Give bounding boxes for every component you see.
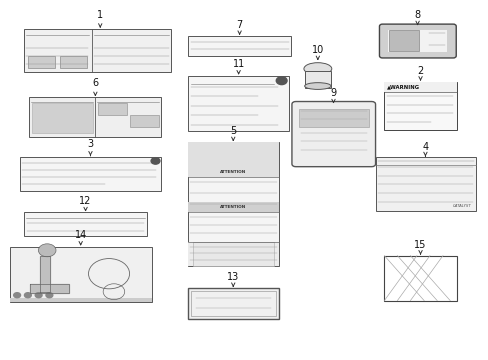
FancyBboxPatch shape (188, 142, 278, 177)
FancyBboxPatch shape (32, 103, 93, 133)
FancyBboxPatch shape (304, 71, 330, 88)
Text: 2: 2 (417, 66, 423, 76)
FancyBboxPatch shape (379, 24, 455, 58)
Text: ▲WARNING: ▲WARNING (386, 84, 420, 89)
Polygon shape (40, 256, 50, 292)
FancyBboxPatch shape (388, 30, 418, 51)
Ellipse shape (303, 63, 331, 75)
FancyBboxPatch shape (24, 29, 171, 72)
Text: 9: 9 (330, 88, 336, 98)
FancyBboxPatch shape (24, 212, 146, 236)
FancyBboxPatch shape (130, 115, 159, 127)
FancyBboxPatch shape (188, 288, 278, 319)
Text: 6: 6 (92, 78, 98, 88)
FancyBboxPatch shape (188, 36, 290, 56)
FancyBboxPatch shape (188, 76, 288, 131)
FancyBboxPatch shape (98, 103, 127, 115)
Circle shape (276, 77, 286, 85)
Text: ATTENTION: ATTENTION (220, 170, 246, 174)
FancyBboxPatch shape (291, 102, 375, 167)
Text: 7: 7 (236, 19, 242, 30)
Text: 1: 1 (97, 10, 103, 20)
FancyBboxPatch shape (375, 157, 475, 211)
Text: 8: 8 (414, 10, 420, 20)
FancyBboxPatch shape (384, 82, 456, 130)
Text: 15: 15 (413, 240, 426, 250)
Text: 11: 11 (232, 59, 244, 69)
FancyBboxPatch shape (10, 298, 151, 302)
FancyBboxPatch shape (384, 82, 456, 93)
FancyBboxPatch shape (20, 157, 161, 191)
Text: 12: 12 (79, 196, 92, 206)
Circle shape (14, 293, 20, 298)
Text: 14: 14 (74, 230, 87, 240)
Circle shape (38, 244, 56, 257)
FancyBboxPatch shape (60, 56, 87, 68)
Circle shape (24, 293, 31, 298)
Text: CATALYST: CATALYST (452, 204, 471, 208)
Text: 13: 13 (226, 272, 239, 282)
Text: ATTENTION: ATTENTION (220, 205, 246, 209)
FancyBboxPatch shape (29, 97, 161, 137)
Ellipse shape (304, 83, 330, 89)
FancyBboxPatch shape (298, 109, 368, 127)
FancyBboxPatch shape (193, 242, 273, 266)
FancyBboxPatch shape (188, 202, 278, 212)
Polygon shape (30, 284, 69, 293)
Text: 3: 3 (87, 139, 93, 149)
Circle shape (35, 293, 42, 298)
Text: 10: 10 (311, 45, 324, 55)
FancyBboxPatch shape (188, 242, 278, 266)
FancyBboxPatch shape (387, 30, 447, 52)
FancyBboxPatch shape (28, 56, 55, 68)
Text: 4: 4 (422, 142, 427, 152)
Circle shape (46, 293, 53, 298)
Circle shape (151, 158, 160, 164)
FancyBboxPatch shape (384, 256, 456, 301)
FancyBboxPatch shape (188, 142, 278, 266)
Text: 5: 5 (230, 126, 236, 136)
FancyBboxPatch shape (10, 247, 151, 302)
